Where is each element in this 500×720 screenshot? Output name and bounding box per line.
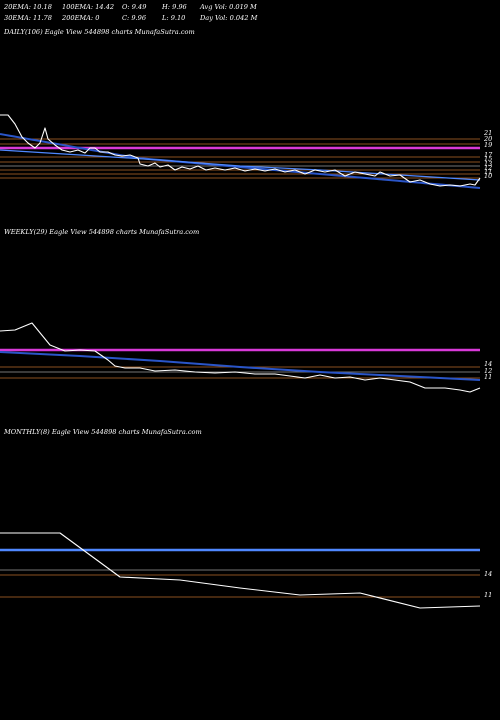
avg-vol-value: Avg Vol: 0.019 M <box>200 3 257 11</box>
low-value: L: 9.10 <box>162 14 186 22</box>
ema30-value: 30EMA: 11.78 <box>4 14 52 22</box>
open-value: O: 9.49 <box>122 3 147 11</box>
day-vol-value: Day Vol: 0.042 M <box>200 14 258 22</box>
monthly-price-line <box>0 532 481 609</box>
daily-ema-light-line <box>0 149 481 181</box>
weekly-ema-blue-line <box>0 351 481 381</box>
daily-level-label: 13 <box>484 160 492 168</box>
high-value: H: 9.96 <box>162 3 187 11</box>
daily-level-label: 15 <box>484 155 492 163</box>
daily-level-label: 12 <box>484 164 492 172</box>
daily-level-label: 17 <box>484 151 493 159</box>
weekly-level-label: 14 <box>484 360 492 368</box>
monthly-level-label: 11 <box>484 591 492 599</box>
daily-level-label: 21 <box>483 129 492 137</box>
daily-panel-title: DAILY(106) Eagle View 544898 charts Muna… <box>4 28 195 36</box>
close-value: C: 9.96 <box>122 14 147 22</box>
daily-level-label: 10 <box>484 172 492 180</box>
weekly-panel-title: WEEKLY(29) Eagle View 544898 charts Muna… <box>4 228 200 236</box>
weekly-price-line <box>0 322 481 393</box>
daily-level-label: 20 <box>483 135 492 143</box>
daily-price-line <box>0 114 481 187</box>
ema20-value: 20EMA: 10.18 <box>4 3 52 11</box>
daily-level-label: 11 <box>484 168 492 176</box>
daily-level-label: 19 <box>484 141 492 149</box>
ema100-value: 100EMA: 14.42 <box>62 3 115 11</box>
weekly-level-label: 12 <box>484 367 492 375</box>
daily-ema-blue-line <box>0 133 481 189</box>
monthly-level-label: 14 <box>484 570 492 578</box>
monthly-panel-title: MONTHLY(8) Eagle View 544898 charts Muna… <box>4 428 202 436</box>
ema200-value: 200EMA: 0 <box>62 14 100 22</box>
weekly-level-label: 11 <box>484 373 492 381</box>
